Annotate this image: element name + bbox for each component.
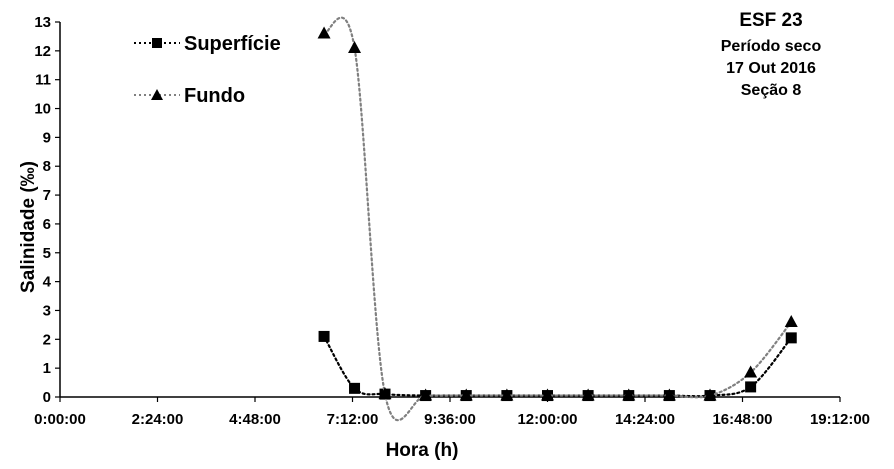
series-line bbox=[322, 16, 793, 422]
data-point-triangle bbox=[500, 388, 514, 401]
chart-title: ESF 23 bbox=[739, 10, 802, 31]
x-tick-label: 2:24:00 bbox=[132, 411, 184, 428]
data-point-triangle bbox=[348, 40, 362, 53]
legend-label-superficie: Superfície bbox=[184, 33, 281, 55]
data-point-triangle bbox=[622, 388, 636, 401]
series-fundo bbox=[317, 16, 798, 422]
data-point-triangle bbox=[662, 388, 676, 401]
x-tick-label: 14:24:00 bbox=[615, 411, 675, 428]
data-point-square bbox=[318, 330, 330, 342]
data-point-triangle bbox=[459, 388, 473, 401]
y-tick-label: 7 bbox=[43, 187, 51, 204]
data-point-triangle bbox=[581, 388, 595, 401]
y-tick-label: 11 bbox=[35, 72, 51, 89]
y-tick-label: 3 bbox=[43, 302, 51, 319]
data-point-triangle bbox=[317, 26, 331, 39]
y-tick-label: 13 bbox=[34, 14, 51, 31]
x-axis-label: Hora (h) bbox=[386, 440, 459, 461]
series-line bbox=[322, 335, 793, 398]
legend-label-fundo: Fundo bbox=[184, 85, 245, 107]
legend: Superfície Fundo bbox=[134, 33, 281, 107]
y-axis-label: Salinidade (‰) bbox=[18, 161, 39, 293]
chart-subtitle-line-2: 17 Out 2016 bbox=[726, 60, 816, 77]
x-tick-label: 9:36:00 bbox=[424, 411, 476, 428]
y-tick-label: 2 bbox=[43, 331, 51, 348]
axes bbox=[55, 21, 841, 402]
chart-title-block: ESF 23 Período seco 17 Out 2016 Seção 8 bbox=[721, 10, 822, 99]
y-tick-label: 1 bbox=[43, 360, 51, 377]
x-tick-label: 16:48:00 bbox=[712, 411, 772, 428]
y-tick-label: 4 bbox=[43, 274, 52, 291]
series-layer bbox=[317, 16, 798, 422]
x-tick-label: 19:12:00 bbox=[810, 411, 870, 428]
data-point-square bbox=[349, 382, 361, 394]
data-point-triangle bbox=[784, 315, 798, 327]
y-tick-label: 6 bbox=[43, 216, 51, 233]
chart-subtitle-line-3: Seção 8 bbox=[741, 82, 802, 99]
x-tick-label: 12:00:00 bbox=[517, 411, 577, 428]
x-tick-label: 4:48:00 bbox=[229, 411, 281, 428]
legend-marker-square bbox=[152, 38, 162, 48]
data-point-square bbox=[785, 332, 797, 344]
legend-item-fundo: Fundo bbox=[134, 85, 245, 107]
data-point-square bbox=[745, 381, 757, 393]
data-point-triangle bbox=[744, 365, 758, 378]
data-point-triangle bbox=[703, 388, 717, 401]
y-tick-label: 5 bbox=[43, 245, 51, 262]
x-tick-label: 7:12:00 bbox=[327, 411, 379, 428]
y-tick-label: 9 bbox=[43, 129, 51, 146]
y-tick-label: 12 bbox=[34, 43, 51, 60]
legend-marker-triangle bbox=[151, 89, 163, 100]
data-point-triangle bbox=[419, 388, 433, 401]
legend-item-superficie: Superfície bbox=[134, 33, 281, 55]
y-tick-label: 0 bbox=[43, 389, 51, 406]
data-point-triangle bbox=[541, 388, 554, 401]
x-tick-label: 0:00:00 bbox=[34, 411, 86, 428]
y-tick-label: 10 bbox=[34, 101, 51, 118]
y-tick-label: 8 bbox=[43, 158, 51, 175]
data-point-triangle bbox=[378, 387, 392, 400]
chart-subtitle-line-1: Período seco bbox=[721, 38, 822, 55]
